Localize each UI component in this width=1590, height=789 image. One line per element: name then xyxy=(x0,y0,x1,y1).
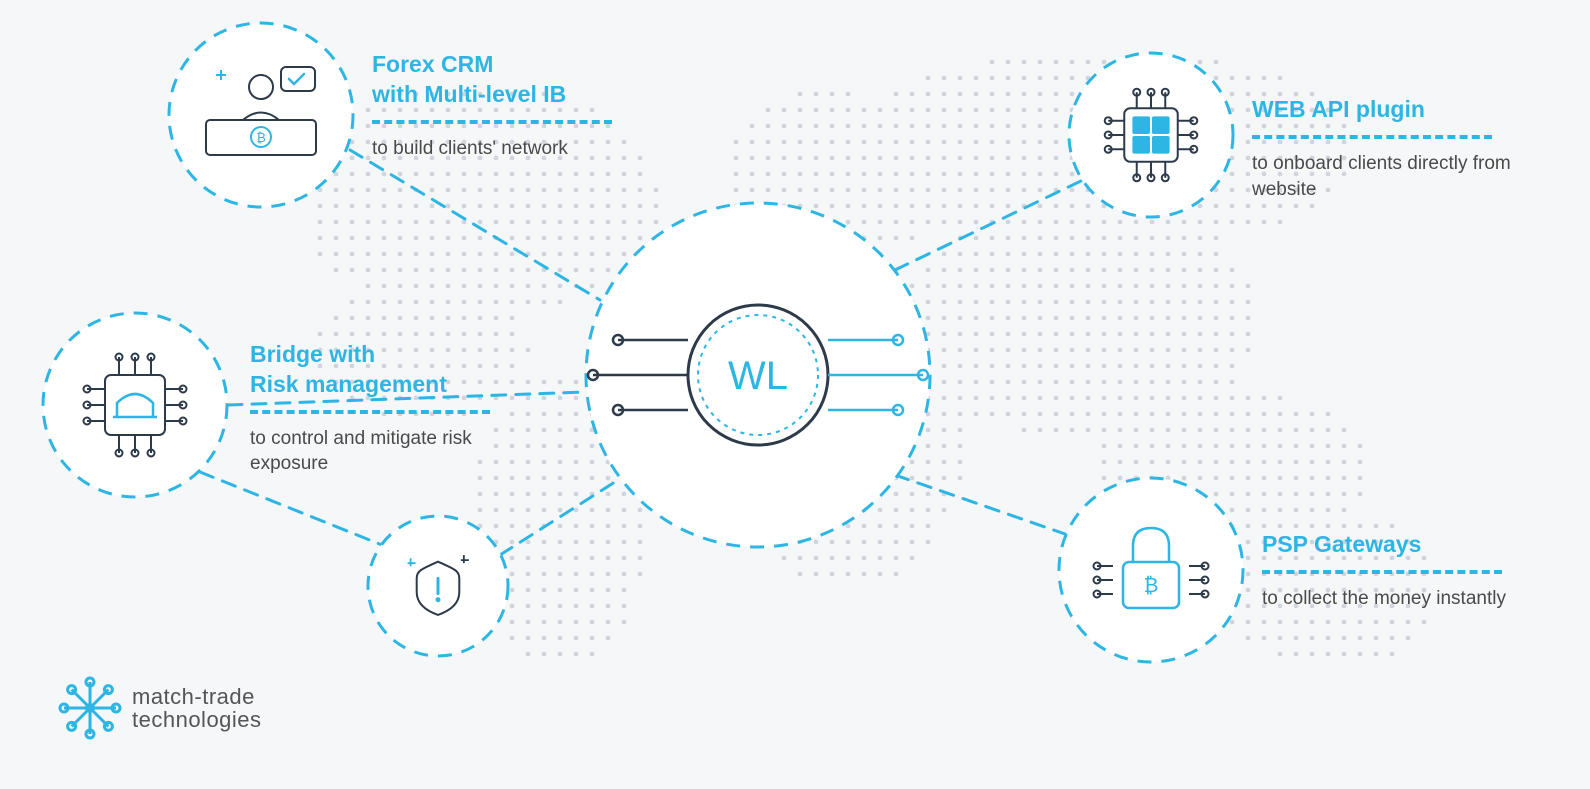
divider-webapi xyxy=(1252,135,1492,139)
node-title-webapi-0: WEB API plugin xyxy=(1252,95,1552,125)
node-bridge xyxy=(43,313,227,497)
logo-text: match-trade technologies xyxy=(132,685,262,731)
logo: match-trade technologies xyxy=(62,680,262,736)
node-title-crm-0: Forex CRM xyxy=(372,50,672,80)
node-title-crm-1: with Multi-level IB xyxy=(372,80,672,110)
divider-psp xyxy=(1262,570,1502,574)
center-node: WL xyxy=(586,203,930,547)
node-shield xyxy=(368,516,508,656)
node-subtitle-crm: to build clients' network xyxy=(372,136,652,162)
node-title-psp-0: PSP Gateways xyxy=(1262,530,1562,560)
node-subtitle-psp: to collect the money instantly xyxy=(1262,586,1542,612)
node-text-psp: PSP Gateways to collect the money instant… xyxy=(1262,530,1562,612)
node-text-webapi: WEB API plugin to onboard clients directl… xyxy=(1252,95,1552,202)
node-text-bridge: Bridge withRisk management to control and… xyxy=(250,340,550,477)
node-text-crm: Forex CRMwith Multi-level IB to build cli… xyxy=(372,50,672,161)
node-subtitle-webapi: to onboard clients directly from website xyxy=(1252,151,1532,202)
node-psp: ₿ xyxy=(1059,478,1243,662)
svg-text:₿: ₿ xyxy=(256,130,266,145)
logo-line1: match-trade xyxy=(132,685,262,708)
center-label: WL xyxy=(728,354,788,398)
node-title-bridge-0: Bridge with xyxy=(250,340,550,370)
divider-bridge xyxy=(250,410,490,414)
node-webapi xyxy=(1069,53,1233,217)
divider-crm xyxy=(372,120,612,124)
node-crm: ₿ xyxy=(169,23,353,207)
svg-text:₿: ₿ xyxy=(1144,575,1159,597)
node-subtitle-bridge: to control and mitigate risk exposure xyxy=(250,426,530,477)
node-title-bridge-1: Risk management xyxy=(250,370,550,400)
logo-line2: technologies xyxy=(132,708,262,731)
